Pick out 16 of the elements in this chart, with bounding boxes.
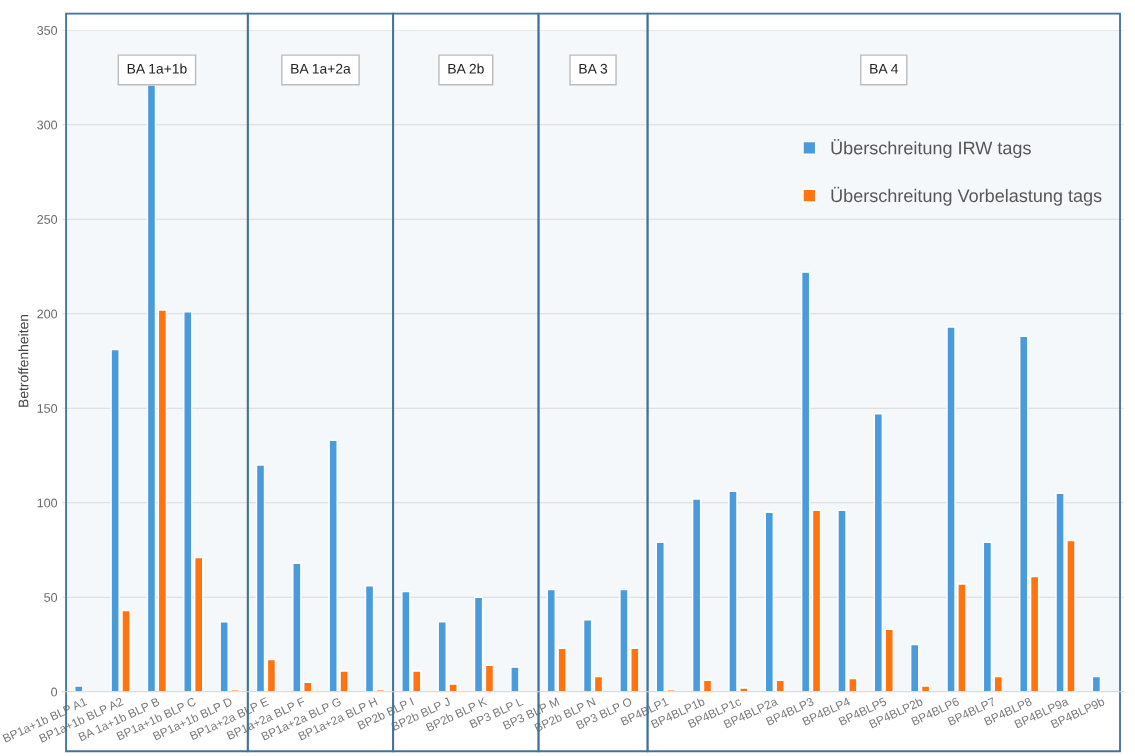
y-tick-label: 50 — [44, 593, 58, 602]
y-tick-label: 300 — [37, 120, 58, 130]
y-tick-label: 200 — [37, 309, 58, 319]
y-tick-label: 250 — [37, 215, 58, 224]
y-tick-label: 150 — [37, 404, 58, 413]
band-label: BA 3 — [579, 63, 608, 74]
legend-label: Überschreitung Vorbelastung tags — [831, 186, 1102, 206]
y-tick-label: 0 — [51, 687, 58, 697]
y-tick-label: 350 — [37, 26, 58, 35]
y-tick-label: 100 — [37, 498, 58, 508]
band-label: BA 1a+1b — [127, 63, 187, 74]
legend-label: Überschreitung IRW tags — [831, 139, 1031, 158]
band-label: BA 2b — [448, 63, 484, 74]
y-axis-title: Betroffenheiten — [18, 314, 29, 407]
band-label: BA 1a+2a — [291, 63, 351, 74]
band-label: BA 4 — [870, 63, 899, 74]
